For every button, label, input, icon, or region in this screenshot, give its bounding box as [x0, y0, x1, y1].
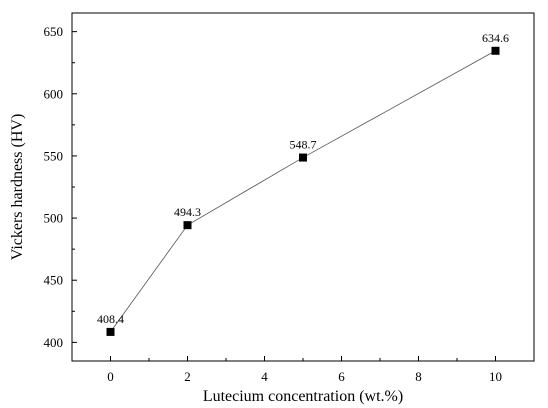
x-tick-label: 2 [184, 369, 191, 384]
y-axis: 400 450 500 550 600 650 [44, 24, 77, 350]
x-tick-label: 0 [107, 369, 114, 384]
x-tick-label: 10 [489, 369, 502, 384]
y-tick-label: 650 [44, 24, 64, 39]
data-labels: 408.4 494.3 548.7 634.6 [97, 31, 509, 326]
x-tick-label: 8 [415, 369, 422, 384]
data-point [183, 221, 192, 230]
x-tick-label: 6 [338, 369, 345, 384]
x-axis: 0 2 4 6 8 10 [107, 356, 502, 384]
y-tick-label: 400 [44, 335, 64, 350]
y-tick-label: 500 [44, 211, 64, 226]
data-point [491, 46, 500, 55]
y-axis-title: Vickers hardness (HV) [9, 114, 26, 261]
data-point [106, 327, 115, 336]
data-point [299, 153, 307, 162]
plot-frame [71, 12, 535, 362]
x-tick-label: 4 [261, 369, 268, 384]
data-label: 408.4 [97, 312, 124, 326]
x-axis-title: Lutecium concentration (wt.%) [203, 388, 403, 405]
markers [106, 46, 500, 336]
y-tick-label: 600 [44, 86, 64, 101]
data-label: 634.6 [482, 31, 509, 45]
y-tick-label: 550 [44, 148, 64, 163]
series-line [110, 50, 496, 333]
data-label: 494.3 [174, 205, 201, 219]
data-label: 548.7 [290, 138, 317, 152]
y-tick-label: 450 [44, 273, 64, 288]
